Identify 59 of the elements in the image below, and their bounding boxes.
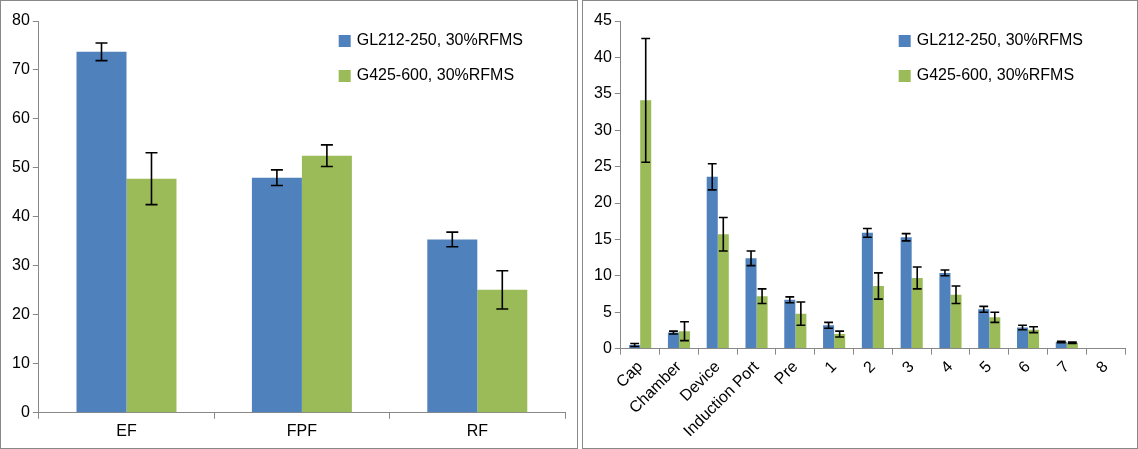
bar — [823, 325, 835, 349]
y-tick-label: 80 — [12, 11, 30, 29]
x-tick-label: 1 — [821, 357, 840, 376]
bar — [427, 239, 478, 413]
x-tick-label: 5 — [976, 357, 995, 376]
y-tick-label: 15 — [594, 229, 612, 247]
bar — [872, 286, 884, 349]
bar — [900, 237, 912, 349]
bar — [301, 155, 352, 413]
bar — [989, 317, 1001, 349]
y-tick-label: 10 — [12, 354, 30, 372]
y-tick-label: 20 — [12, 305, 30, 323]
y-tick-label: 25 — [594, 157, 612, 175]
x-tick-label: 8 — [1092, 357, 1111, 376]
bar — [251, 177, 302, 413]
y-tick-label: 10 — [594, 266, 612, 284]
bar — [745, 258, 757, 349]
y-tick-label: 40 — [12, 207, 30, 225]
x-tick-label: 6 — [1014, 357, 1034, 376]
bar — [126, 178, 177, 413]
bar — [911, 277, 923, 349]
y-tick-label: 30 — [594, 120, 612, 138]
y-tick-label: 20 — [594, 193, 612, 211]
x-tick-label: RF — [466, 421, 489, 439]
y-tick-label: 0 — [20, 403, 30, 421]
bar — [706, 176, 718, 349]
x-tick-label: Pre — [770, 357, 801, 388]
x-tick-label: 2 — [859, 357, 879, 376]
x-tick-label: FPF — [286, 421, 318, 439]
legend-label: G425-600, 30%RFMS — [916, 66, 1075, 84]
bar — [477, 289, 528, 413]
bar — [784, 299, 796, 349]
bar — [717, 234, 729, 349]
y-tick-label: 0 — [602, 339, 612, 357]
bar — [1016, 327, 1029, 349]
bar — [76, 51, 127, 413]
y-tick-label: 70 — [12, 60, 30, 78]
y-tick-label: 30 — [12, 256, 30, 274]
y-tick-label: 45 — [594, 11, 612, 29]
y-tick-label: 5 — [602, 302, 612, 320]
y-tick-label: 35 — [594, 84, 612, 102]
bar — [861, 232, 873, 349]
legend-label: G425-600, 30%RFMS — [356, 66, 515, 84]
legend-label: GL212-250, 30%RFMS — [356, 31, 524, 49]
y-tick-label: 50 — [12, 158, 30, 176]
x-tick-label: 4 — [937, 357, 956, 376]
bar — [939, 272, 951, 349]
x-tick-label: 3 — [898, 357, 917, 376]
x-tick-label: 7 — [1053, 357, 1073, 376]
y-tick-label: 60 — [12, 109, 30, 127]
bar — [1028, 329, 1040, 349]
bar — [756, 296, 768, 349]
bar — [795, 313, 807, 349]
bar — [950, 294, 962, 349]
y-tick-label: 40 — [594, 47, 612, 65]
bar — [640, 100, 652, 349]
legend-label: GL212-250, 30%RFMS — [916, 31, 1084, 49]
bar — [978, 309, 990, 349]
x-tick-label: EF — [116, 421, 137, 439]
